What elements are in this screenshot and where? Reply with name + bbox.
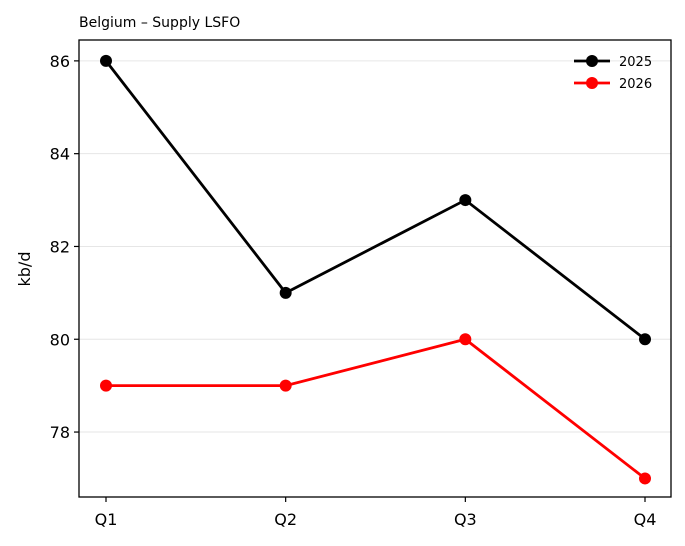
data-point-2025-Q3 bbox=[459, 194, 472, 207]
y-tick-label: 78 bbox=[50, 423, 70, 442]
series-line-2025 bbox=[104, 60, 646, 341]
series-layer bbox=[100, 54, 651, 485]
y-axis: 78 80 82 84 86 bbox=[50, 52, 79, 442]
y-tick-label: 86 bbox=[50, 52, 70, 71]
x-tick-label: Q3 bbox=[454, 510, 477, 529]
x-tick-label: Q2 bbox=[274, 510, 297, 529]
data-point-2026-Q1 bbox=[100, 379, 112, 392]
legend: 2025 2026 bbox=[574, 55, 652, 92]
x-axis: Q1 Q2 Q3 Q4 bbox=[95, 497, 657, 529]
data-point-2026-Q4 bbox=[639, 472, 651, 485]
legend-swatch-marker bbox=[586, 55, 598, 67]
data-point-2025-Q1 bbox=[100, 54, 112, 67]
series-line-2026 bbox=[106, 337, 646, 480]
series-2026 bbox=[100, 333, 651, 485]
legend-label: 2026 bbox=[619, 77, 652, 92]
legend-item-2025: 2025 bbox=[574, 55, 652, 70]
x-tick-label: Q4 bbox=[634, 510, 657, 529]
plot-area-frame bbox=[78, 39, 672, 498]
y-axis-label: kb/d bbox=[15, 252, 34, 287]
y-tick-label: 82 bbox=[50, 237, 70, 256]
legend-item-2026: 2026 bbox=[574, 77, 652, 92]
y-tick-label: 84 bbox=[50, 145, 70, 164]
data-point-2026-Q3 bbox=[459, 333, 472, 346]
data-point-2025-Q2 bbox=[279, 286, 292, 299]
legend-swatch-marker bbox=[586, 77, 598, 89]
chart-title: Belgium – Supply LSFO bbox=[79, 15, 240, 31]
series-2025 bbox=[100, 54, 651, 346]
y-tick-label: 80 bbox=[50, 330, 70, 349]
x-tick-label: Q1 bbox=[95, 510, 118, 529]
legend-label: 2025 bbox=[619, 55, 652, 70]
data-point-2025-Q4 bbox=[639, 333, 651, 346]
data-point-2026-Q2 bbox=[279, 379, 292, 392]
